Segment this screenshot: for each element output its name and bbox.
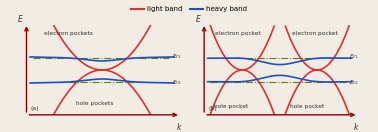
Text: hole pocket: hole pocket: [214, 104, 248, 109]
Text: (b): (b): [209, 106, 217, 111]
Text: electron pocket: electron pocket: [214, 31, 260, 36]
Text: hole pockets: hole pockets: [76, 101, 113, 106]
Text: $E_{f2}$: $E_{f2}$: [172, 79, 181, 87]
Text: $E$: $E$: [17, 13, 24, 24]
Text: hole pocket: hole pocket: [290, 104, 324, 109]
Text: electron pockets: electron pockets: [44, 31, 93, 36]
Text: $E_{f1}$: $E_{f1}$: [349, 53, 359, 61]
Text: $E$: $E$: [195, 13, 201, 24]
Text: (a): (a): [31, 106, 40, 111]
Text: $k$: $k$: [353, 121, 360, 132]
Legend: light band, heavy band: light band, heavy band: [129, 3, 249, 15]
Text: $E_{f2}$: $E_{f2}$: [349, 79, 359, 87]
Text: electron pocket: electron pocket: [291, 31, 338, 36]
Text: $k$: $k$: [176, 121, 183, 132]
Text: $E_{f1}$: $E_{f1}$: [172, 53, 181, 61]
